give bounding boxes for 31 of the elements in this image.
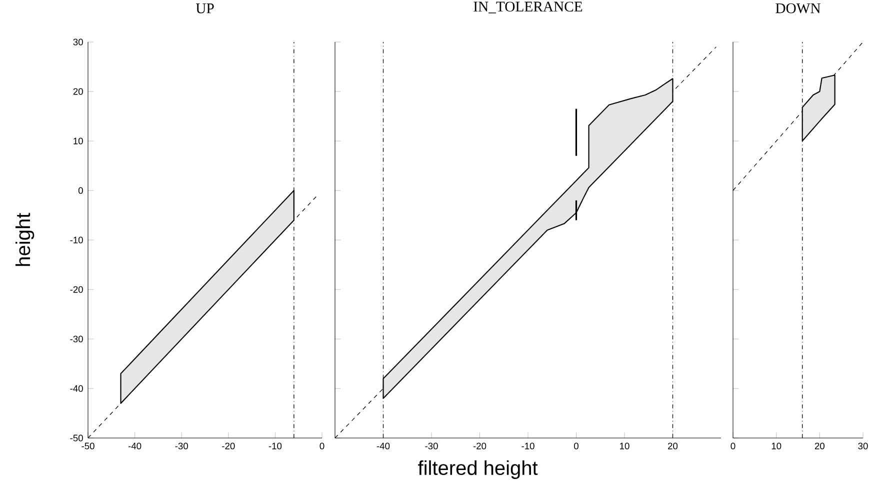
y-tick-label: 0 — [78, 187, 83, 194]
x-tick-label: 0 — [320, 442, 324, 450]
x-tick-label: 10 — [620, 442, 630, 450]
chart-title: UP — [196, 4, 214, 14]
y-tick-label: -50 — [70, 434, 83, 442]
x-axis-title: filtered height — [418, 460, 538, 479]
x-tick-label: 0 — [574, 442, 578, 450]
x-tick-label: -50 — [82, 442, 94, 450]
x-tick-label: 20 — [814, 442, 824, 450]
y-tick-label: -10 — [70, 236, 83, 244]
x-tick-label: -40 — [376, 442, 390, 450]
y-tick-label: 20 — [73, 88, 83, 95]
x-tick-label: -10 — [522, 442, 534, 450]
y-tick-label: -30 — [70, 336, 83, 342]
x-tick-label: 10 — [772, 442, 782, 450]
x-tick-label: -40 — [128, 442, 142, 450]
x-tick-label: 20 — [668, 442, 678, 450]
x-tick-label: -20 — [473, 442, 486, 450]
y-tick-label: 10 — [74, 138, 83, 144]
y-axis-title: height — [16, 212, 34, 266]
x-tick-label: 0 — [730, 442, 736, 450]
y-tick-label: -20 — [70, 286, 83, 293]
x-tick-label: -30 — [175, 442, 188, 450]
x-tick-label: -10 — [268, 442, 282, 450]
x-tick-label: 30 — [858, 442, 868, 450]
y-tick-label: -40 — [70, 385, 83, 392]
chart-title: IN_TOLERANCE — [474, 2, 582, 14]
chart-title: DOWN — [776, 3, 820, 14]
x-tick-label: -30 — [425, 442, 438, 450]
x-tick-label: -20 — [222, 442, 235, 450]
y-tick-label: 30 — [73, 38, 83, 46]
